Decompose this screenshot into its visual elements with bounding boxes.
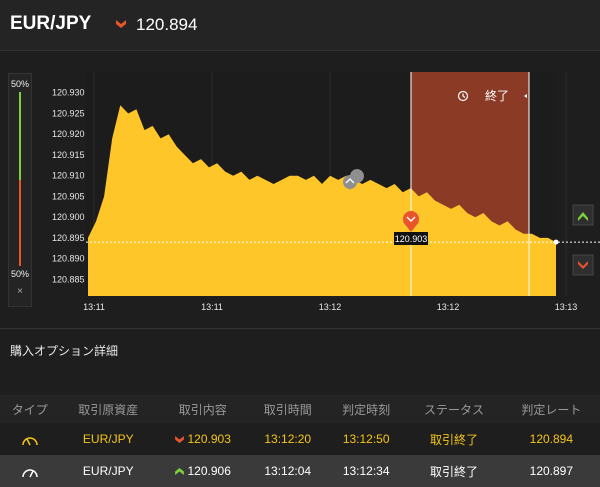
- judge-rate-cell: 120.897: [502, 455, 600, 487]
- gauge-icon: [22, 437, 38, 446]
- red-marker-icon: [403, 211, 419, 227]
- expiry-label: 終了: [485, 88, 509, 103]
- content-value: 120.906: [187, 464, 231, 478]
- y-tick-label: 120.890: [52, 254, 85, 264]
- type-cell: [0, 423, 60, 455]
- asset-cell: EUR/JPY: [59, 455, 157, 487]
- currency-pair: EUR/JPY: [10, 13, 92, 34]
- up-arrow-icon: [578, 212, 588, 221]
- clock-icon: [457, 90, 469, 102]
- y-tick-label: 120.925: [52, 108, 85, 118]
- status-cell: 取引終了: [405, 423, 503, 455]
- content-cell: 120.903: [156, 423, 249, 455]
- up-arrow-icon: [174, 468, 184, 476]
- col-header: 取引時間: [248, 395, 327, 423]
- current-rate: 120.894: [136, 15, 198, 34]
- clock-hand: [462, 93, 466, 98]
- y-tick-label: 120.895: [52, 233, 85, 243]
- y-tick-label: 120.920: [52, 129, 85, 139]
- judge-time-cell: 13:12:34: [326, 455, 406, 487]
- time-cell: 13:12:04: [248, 455, 327, 487]
- meter-close-button[interactable]: ×: [17, 286, 23, 297]
- down-arrow-icon: [174, 436, 184, 444]
- x-tick-label: 13:12: [319, 302, 342, 312]
- content-cell: 120.906: [156, 455, 249, 487]
- asset-cell: EUR/JPY: [59, 423, 157, 455]
- header-bar: EUR/JPY 120.894: [0, 0, 600, 51]
- table-row[interactable]: EUR/JPY 120.903 13:12:20 13:12:50 取引終了 1…: [0, 423, 600, 455]
- x-tick-label: 13:11: [201, 302, 223, 312]
- col-header: タイプ: [0, 395, 60, 423]
- col-header: ステータス: [405, 395, 503, 423]
- x-tick-label: 13:11: [83, 302, 105, 312]
- y-tick-label: 120.915: [52, 150, 85, 160]
- price-area: [88, 105, 556, 296]
- down-arrow-icon: [116, 20, 126, 28]
- y-tick-label: 120.885: [52, 274, 85, 284]
- sentiment-meter: 50% 50% ×: [8, 73, 32, 307]
- current-rate-dot: [553, 239, 559, 245]
- meter-green-bar: [19, 92, 21, 180]
- col-header: 判定時刻: [326, 395, 406, 423]
- meter-top-pct: 50%: [10, 79, 29, 89]
- chart-svg: 120.930 120.925 120.920 120.915 120.910 120.9…: [52, 72, 600, 312]
- low-button: [572, 254, 594, 276]
- judge-time-cell: 13:12:50: [326, 423, 406, 455]
- price-chart[interactable]: 120.930 120.925 120.920 120.915 120.910 120.9…: [0, 50, 600, 318]
- grey-marker-head: [343, 175, 357, 189]
- table-header-row: タイプ 取引原資産 取引内容 取引時間 判定時刻 ステータス 判定レート: [0, 395, 600, 423]
- x-tick-label: 13:12: [437, 302, 460, 312]
- time-cell: 13:12:20: [248, 423, 327, 455]
- col-header: 判定レート: [502, 395, 600, 423]
- table-row[interactable]: EUR/JPY 120.906 13:12:04 13:12:34 取引終了 1…: [0, 455, 600, 487]
- entry-rate-label: 120.903: [395, 234, 428, 244]
- red-marker-arrow: [406, 216, 416, 222]
- y-tick-label: 120.930: [52, 88, 85, 98]
- gauge-icon: [22, 469, 38, 478]
- col-header: 取引内容: [156, 395, 249, 423]
- y-tick-label: 120.905: [52, 191, 85, 201]
- content-value: 120.903: [187, 432, 231, 446]
- x-tick-label: 13:13: [555, 302, 578, 312]
- down-arrow-icon: [578, 261, 588, 269]
- grey-marker-arrow: [345, 178, 355, 184]
- y-tick-label: 120.910: [52, 171, 85, 181]
- entry-label-box: [394, 232, 428, 245]
- collapse-arrow-icon: [524, 94, 527, 98]
- details-title: 購入オプション詳細: [10, 344, 119, 358]
- col-header: 取引原資産: [59, 395, 157, 423]
- type-cell: [0, 455, 60, 487]
- meter-red-bar: [19, 180, 21, 266]
- meter-bottom-pct: 50%: [10, 269, 29, 279]
- y-tick-label: 120.900: [52, 212, 85, 222]
- order-table: タイプ 取引原資産 取引内容 取引時間 判定時刻 ステータス 判定レート EUR…: [0, 395, 600, 487]
- judge-rate-cell: 120.894: [502, 423, 600, 455]
- status-cell: 取引終了: [405, 455, 503, 487]
- section-divider: [0, 328, 600, 329]
